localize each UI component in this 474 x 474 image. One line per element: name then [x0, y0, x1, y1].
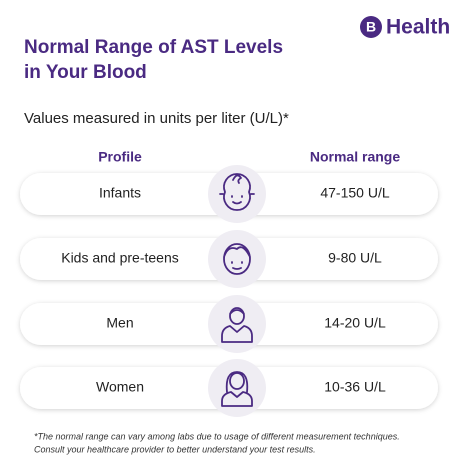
- logo-mark: B: [366, 19, 376, 35]
- range-value: 47-150 U/L: [320, 185, 389, 201]
- logo-name: Health: [386, 16, 450, 39]
- icon-circle: [208, 359, 266, 417]
- profile-label: Women: [96, 379, 144, 395]
- profile-label: Infants: [99, 185, 141, 201]
- table-row: Men 14-20 U/L: [20, 295, 438, 353]
- profile-icon: [221, 371, 253, 407]
- profile-icon: [223, 243, 251, 275]
- range-value: 10-36 U/L: [324, 379, 386, 395]
- footnote: Consult your healthcare provider to bett…: [34, 444, 316, 454]
- table-row: Kids and pre-teens 9-80 U/L: [20, 230, 438, 288]
- title-line: Normal Range of AST Levels: [24, 37, 283, 58]
- profile-icon: [219, 173, 255, 211]
- logo: B Health: [360, 16, 450, 39]
- logo-circle: [360, 16, 382, 38]
- column-header: Profile: [98, 149, 142, 165]
- rows: Infants 47-150 U/L Kids and pre-teens 9-80 …: [20, 165, 438, 417]
- profile-label: Kids and pre-teens: [61, 250, 179, 266]
- table-row: Women 10-36 U/L: [20, 359, 438, 417]
- subtitle: Values measured in units per liter (U/L)…: [24, 110, 289, 127]
- column-header: Normal range: [310, 149, 400, 165]
- title-line: in Your Blood: [24, 62, 147, 83]
- profile-label: Men: [106, 315, 133, 331]
- icon-circle: [208, 165, 266, 223]
- footnote: *The normal range can vary among labs du…: [34, 431, 400, 441]
- icon-circle: [208, 230, 266, 288]
- profile-icon: [221, 307, 253, 343]
- range-value: 14-20 U/L: [324, 315, 386, 331]
- table-row: Infants 47-150 U/L: [20, 165, 438, 223]
- range-value: 9-80 U/L: [328, 250, 382, 266]
